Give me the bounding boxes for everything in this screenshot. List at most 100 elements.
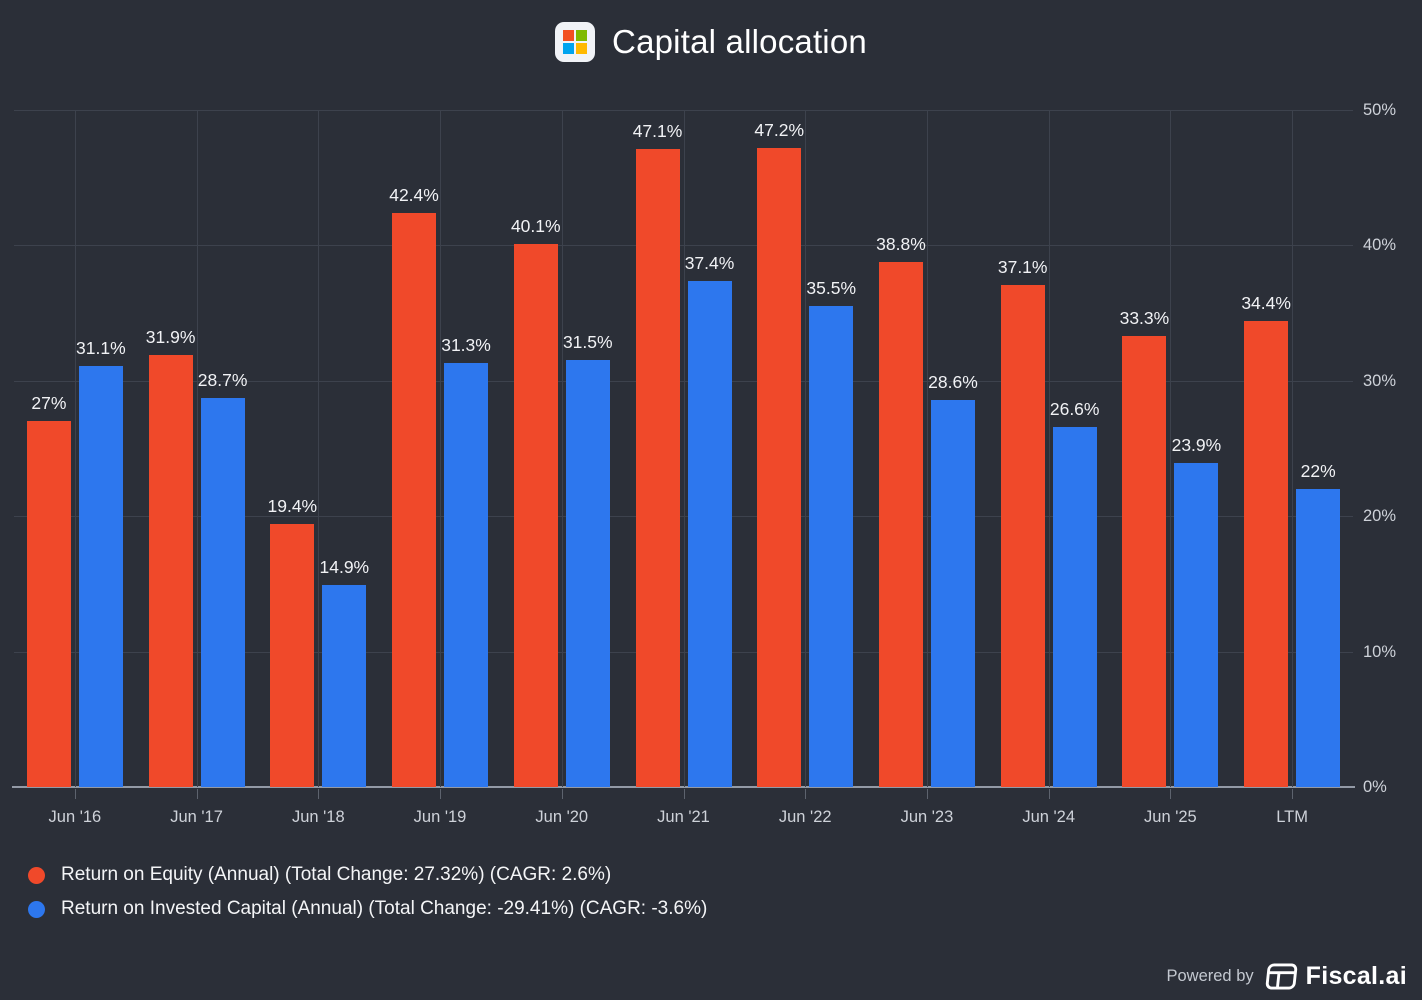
bar-roe-jun-19[interactable] [392, 212, 437, 787]
x-axis-tick [805, 789, 807, 799]
x-axis-tick [196, 789, 198, 799]
ms-square-blue [563, 43, 575, 54]
x-axis-tick [1048, 789, 1050, 799]
bar-roe-jun-21[interactable] [635, 149, 680, 787]
bar-roic-jun-21[interactable] [687, 280, 732, 787]
legend-label-roe: Return on Equity (Annual) (Total Change:… [61, 864, 612, 885]
bar-roe-jun-20[interactable] [513, 244, 558, 787]
x-axis-category-label: Jun '23 [900, 808, 954, 826]
bar-value-label: 28.6% [928, 371, 978, 392]
bar-value-label: 40.1% [510, 216, 561, 237]
chart-header: Capital allocation [0, 22, 1422, 62]
bar-value-label: 22% [1300, 461, 1336, 482]
vertical-gridline [440, 110, 442, 787]
legend-marker-roic-icon [28, 900, 45, 918]
vertical-gridline [683, 110, 685, 787]
chart-title: Capital allocation [612, 23, 867, 60]
y-axis-tick-label: 10% [1363, 642, 1397, 661]
bar-value-label: 31.3% [441, 335, 491, 356]
legend-marker-roe-icon [28, 866, 45, 884]
vertical-gridline [1170, 110, 1172, 787]
y-axis-tick-label: 40% [1363, 236, 1397, 255]
bar-roe-jun-23[interactable] [878, 261, 923, 787]
bar-value-label: 26.6% [1049, 398, 1100, 419]
bar-value-label: 27% [31, 393, 67, 414]
bar-value-label: 14.9% [319, 557, 370, 578]
bar-value-label: 37.4% [684, 252, 735, 273]
bar-value-label: 34.4% [1241, 293, 1291, 314]
x-axis-tick [1292, 789, 1294, 799]
x-axis-category-label: Jun '19 [413, 808, 467, 826]
legend-item-roe[interactable]: Return on Equity (Annual) (Total Change:… [28, 858, 707, 892]
bar-roe-jun-25[interactable] [1122, 336, 1167, 787]
vertical-gridline [196, 110, 198, 787]
bar-roic-jun-17[interactable] [200, 398, 245, 787]
legend-item-roic[interactable]: Return on Invested Capital (Annual) (Tot… [28, 892, 707, 926]
bar-value-label: 31.9% [145, 327, 196, 348]
bar-value-label: 33.3% [1119, 308, 1170, 329]
y-axis-tick-label: 0% [1363, 778, 1387, 796]
y-axis-tick-label: 50% [1363, 101, 1397, 119]
y-axis-tick-label: 20% [1363, 507, 1397, 526]
powered-by-text: Powered by [1166, 967, 1254, 985]
bar-roic-jun-23[interactable] [930, 399, 975, 787]
x-axis-category-label: Jun '22 [778, 808, 832, 826]
x-axis-tick [1170, 789, 1172, 799]
bar-value-label: 31.5% [562, 332, 613, 353]
bar-roic-jun-24[interactable] [1052, 426, 1097, 787]
bar-roic-jun-18[interactable] [322, 585, 367, 787]
vertical-gridline [1292, 110, 1294, 787]
powered-by-footer[interactable]: Powered by Fiscal.ai [1166, 962, 1407, 991]
fiscal-ai-brand-text: Fiscal.ai [1305, 962, 1407, 990]
ms-square-yellow [576, 43, 588, 54]
bar-roe-jun-17[interactable] [148, 355, 193, 787]
x-axis-category-label: LTM [1276, 808, 1309, 826]
y-axis-tick-label: 30% [1363, 371, 1397, 390]
x-axis-category-label: Jun '20 [535, 808, 589, 826]
bar-roe-jun-18[interactable] [270, 524, 315, 787]
bar-value-label: 47.1% [632, 121, 683, 142]
x-axis-category-label: Jun '21 [657, 808, 710, 826]
bar-roe-ltm[interactable] [1244, 321, 1289, 787]
legend: Return on Equity (Annual) (Total Change:… [28, 858, 707, 926]
bar-value-label: 19.4% [267, 496, 318, 517]
x-axis-tick [440, 789, 442, 799]
bar-value-label: 47.2% [754, 119, 805, 140]
vertical-gridline [926, 110, 928, 787]
bar-roe-jun-24[interactable] [1000, 284, 1045, 787]
x-axis-category-label: Jun '16 [48, 808, 102, 826]
bar-roe-jun-16[interactable] [26, 421, 71, 787]
ms-square-green [576, 30, 588, 41]
bar-roic-jun-20[interactable] [565, 360, 610, 787]
bar-value-label: 28.7% [197, 370, 248, 391]
bar-roic-jun-25[interactable] [1174, 463, 1219, 787]
vertical-gridline [1048, 110, 1050, 787]
x-axis-tick [926, 789, 928, 799]
x-axis-tick [683, 789, 685, 799]
vertical-gridline [561, 110, 563, 787]
legend-label-roic: Return on Invested Capital (Annual) (Tot… [61, 898, 708, 919]
bar-roe-jun-22[interactable] [757, 147, 802, 787]
fiscal-ai-logo-icon [1265, 963, 1297, 990]
x-axis-category-label: Jun '25 [1144, 808, 1197, 826]
microsoft-logo-squares [563, 30, 588, 54]
x-axis-category-label: Jun '17 [170, 808, 223, 826]
microsoft-logo-icon [555, 22, 596, 62]
bar-roic-jun-19[interactable] [444, 363, 489, 787]
x-axis-tick [561, 789, 563, 799]
bar-value-label: 37.1% [997, 256, 1048, 277]
x-axis-category-label: Jun '24 [1022, 808, 1076, 826]
bar-value-label: 23.9% [1171, 435, 1222, 456]
bar-roic-ltm[interactable] [1296, 489, 1341, 787]
x-axis-tick [318, 789, 320, 799]
bar-value-label: 42.4% [389, 184, 439, 205]
bar-roic-jun-16[interactable] [78, 365, 123, 787]
vertical-gridline [74, 110, 76, 787]
vertical-gridline [318, 110, 320, 787]
bar-roic-jun-22[interactable] [809, 306, 854, 787]
x-axis-category-label: Jun '18 [291, 808, 345, 826]
ms-square-red [563, 30, 575, 41]
plot-area: Jun '16 27% 31.1% Jun '17 31.9% 28.7% Jun '18 1… [12, 110, 1355, 826]
vertical-gridline [805, 110, 807, 787]
